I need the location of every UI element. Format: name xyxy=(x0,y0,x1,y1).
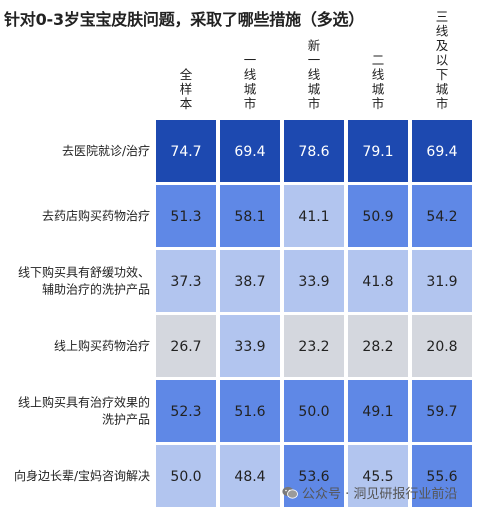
row-label-1: 去医院就诊/治疗 xyxy=(62,144,150,158)
column-header-2: 一线城市 xyxy=(244,53,257,112)
heatmap-cell xyxy=(284,250,344,312)
column-header-bg xyxy=(348,30,408,116)
row-label-6: 向身边长辈/宝妈咨询解决 xyxy=(14,468,150,483)
cell-value: 69.4 xyxy=(426,144,457,160)
cell-value: 55.6 xyxy=(426,469,457,485)
heatmap-cell xyxy=(412,380,472,442)
watermark-text: 公众号 · 洞见研报行业前沿 xyxy=(302,487,458,502)
heatmap-cell xyxy=(284,380,344,442)
cell-value: 50.0 xyxy=(298,404,329,420)
cell-value: 58.1 xyxy=(234,209,265,225)
cell-value: 52.3 xyxy=(170,404,201,420)
cell-value: 45.5 xyxy=(362,469,393,485)
row-label-4: 线上购买药物治疗 xyxy=(54,338,150,353)
heatmap-cell xyxy=(284,185,344,247)
watermark: 公众号 · 洞见研报行业前沿 xyxy=(282,483,457,502)
row-label-3: 线下购买具有舒缓功效、辅助治疗的洗护产品 xyxy=(18,265,150,297)
cell-value: 28.2 xyxy=(362,339,393,355)
cell-value: 69.4 xyxy=(234,144,265,160)
cell-value: 54.2 xyxy=(426,209,457,225)
cell-value: 38.7 xyxy=(234,274,265,290)
heatmap-cell xyxy=(220,120,280,182)
heatmap-cell xyxy=(156,380,216,442)
cell-value: 20.8 xyxy=(426,339,457,355)
column-header-4: 二线城市 xyxy=(372,53,385,112)
row-label-5: 线上购买具有治疗效果的洗护产品 xyxy=(18,395,150,427)
heatmap-cell xyxy=(412,445,472,507)
heatmap-cell xyxy=(348,445,408,507)
heatmap-cell xyxy=(348,315,408,377)
heatmap-cell xyxy=(348,250,408,312)
column-header-bg xyxy=(284,30,344,116)
cell-value: 26.7 xyxy=(170,339,201,355)
column-header-bg xyxy=(412,30,472,116)
heatmap-cell xyxy=(156,185,216,247)
heatmap-cell xyxy=(284,120,344,182)
cell-value: 51.3 xyxy=(170,209,201,225)
cell-value: 23.2 xyxy=(298,339,329,355)
heatmap-cell xyxy=(220,250,280,312)
cell-value: 79.1 xyxy=(362,144,393,160)
cell-value: 50.9 xyxy=(362,209,393,225)
column-header-1: 全样本 xyxy=(180,67,193,111)
cell-value: 49.1 xyxy=(362,404,393,420)
chart-title: 针对0-3岁宝宝皮肤问题，采取了哪些措施（多选） xyxy=(4,10,365,29)
heatmap-cell xyxy=(412,185,472,247)
cell-value: 78.6 xyxy=(298,144,329,160)
heatmap-cell xyxy=(348,120,408,182)
heatmap-cell xyxy=(220,185,280,247)
heatmap-cell xyxy=(412,315,472,377)
cell-value: 41.1 xyxy=(298,209,329,225)
cell-value: 33.9 xyxy=(298,274,329,290)
cell-value: 33.9 xyxy=(234,339,265,355)
column-header-3: 新一线城市 xyxy=(308,38,321,111)
heatmap-cell xyxy=(156,315,216,377)
cell-value: 59.7 xyxy=(426,404,457,420)
heatmap-cell xyxy=(412,120,472,182)
column-header-bg xyxy=(220,30,280,116)
heatmap-cell xyxy=(348,185,408,247)
cell-value: 50.0 xyxy=(170,469,201,485)
cell-value: 74.7 xyxy=(170,144,201,160)
heatmap-cell xyxy=(156,250,216,312)
cell-value: 53.6 xyxy=(298,469,329,485)
cell-value: 41.8 xyxy=(362,274,393,290)
heatmap-cell xyxy=(220,380,280,442)
heatmap-cell xyxy=(220,445,280,507)
heatmap-cell xyxy=(284,315,344,377)
heatmap-cell xyxy=(156,120,216,182)
heatmap-cell xyxy=(348,380,408,442)
heatmap-cell xyxy=(412,250,472,312)
row-label-2: 去药店购买药物治疗 xyxy=(42,208,150,223)
cell-value: 51.6 xyxy=(234,404,265,420)
heatmap-cell xyxy=(156,445,216,507)
heatmap-cell xyxy=(220,315,280,377)
cell-value: 31.9 xyxy=(426,274,457,290)
column-header-5: 三线及以下城市 xyxy=(436,9,449,111)
wechat-icon xyxy=(282,486,298,499)
cell-value: 48.4 xyxy=(234,469,265,485)
cell-value: 37.3 xyxy=(170,274,201,290)
column-header-bg xyxy=(156,30,216,116)
